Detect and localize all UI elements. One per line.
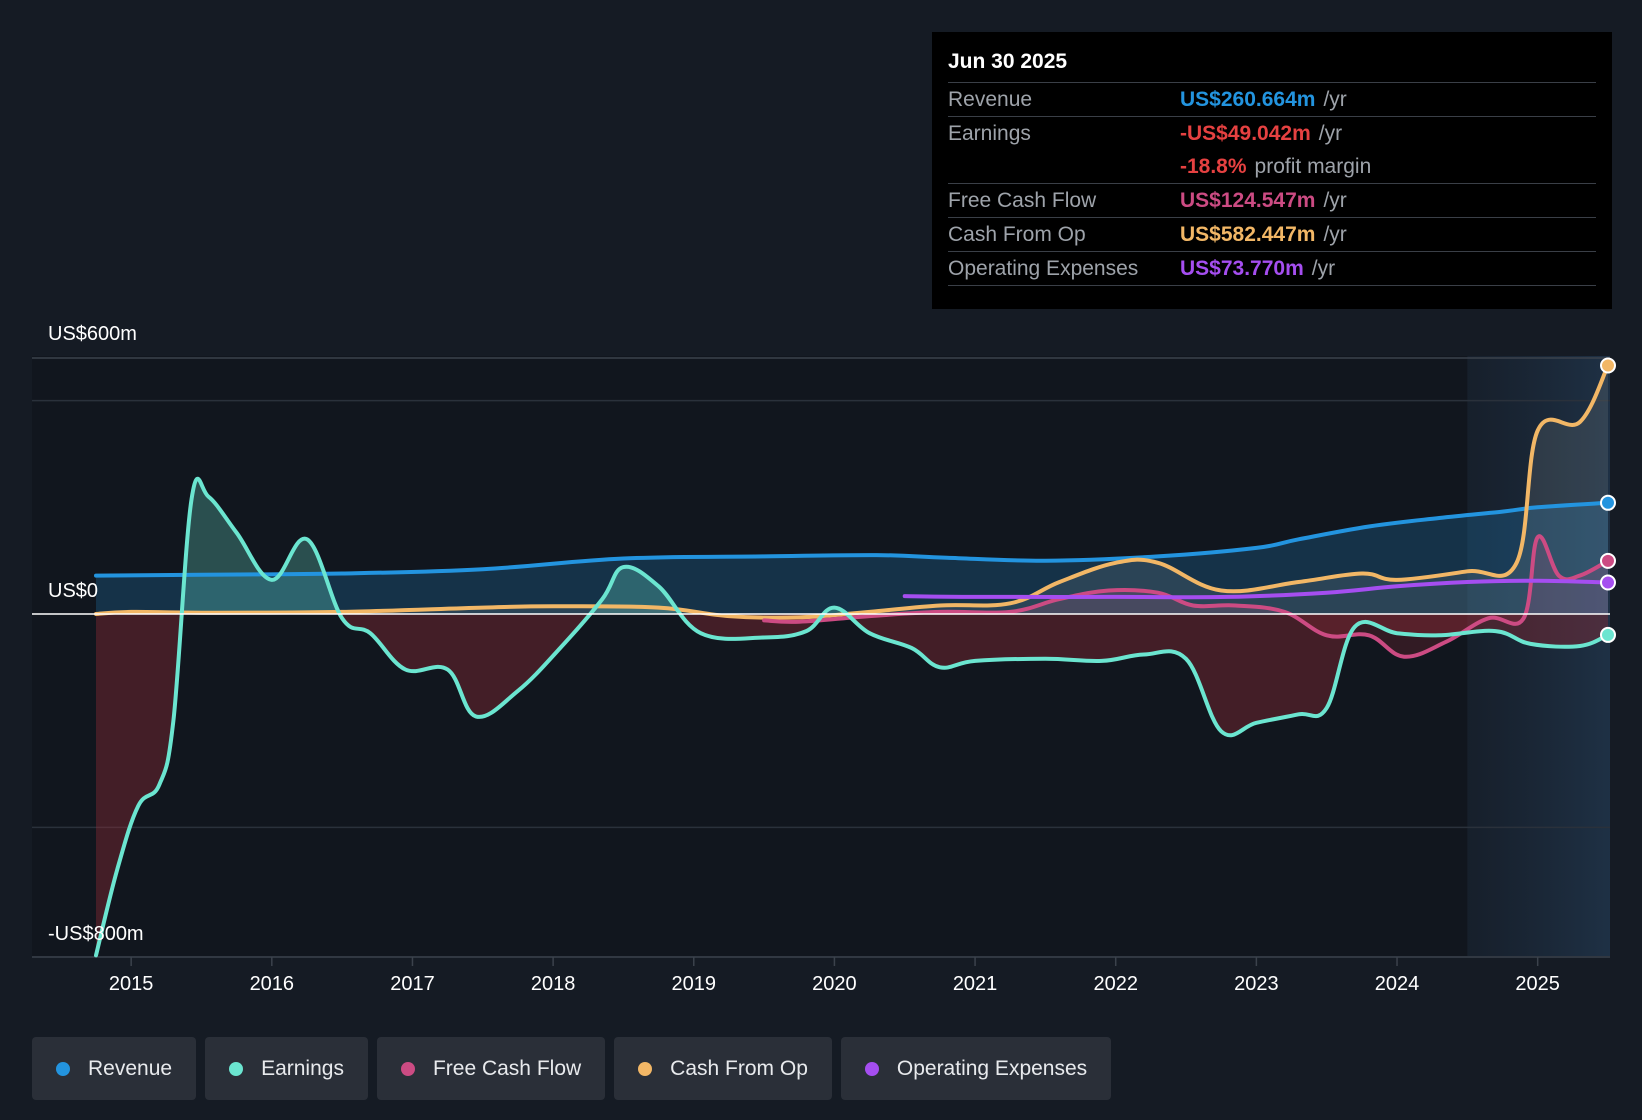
tooltip-row-operating-expenses: Operating Expenses US$73.770m /yr bbox=[948, 252, 1596, 286]
y-tick-label: -US$800m bbox=[48, 923, 144, 945]
tooltip-value: US$582.447m bbox=[1180, 223, 1316, 246]
x-tick-label: 2022 bbox=[1093, 973, 1138, 995]
legend-item-cash-from-op[interactable]: Cash From Op bbox=[614, 1037, 832, 1100]
x-tick-label: 2021 bbox=[953, 973, 998, 995]
tooltip-row-revenue: Revenue US$260.664m /yr bbox=[948, 83, 1596, 117]
tooltip-unit: /yr bbox=[1323, 88, 1347, 111]
legend-dot-icon bbox=[638, 1061, 653, 1076]
legend-dot-icon bbox=[56, 1061, 70, 1076]
tooltip-row-free-cash-flow: Free Cash Flow US$124.547m /yr bbox=[948, 184, 1596, 218]
x-tick-label: 2017 bbox=[390, 973, 435, 995]
tooltip-row-profit-margin: -18.8% profit margin bbox=[948, 150, 1596, 184]
area-earnings-negative bbox=[96, 614, 1608, 956]
tooltip-panel: Jun 30 2025 Revenue US$260.664m /yr Earn… bbox=[932, 32, 1612, 309]
x-tick-label: 2023 bbox=[1234, 973, 1279, 995]
x-tick-label: 2018 bbox=[531, 973, 576, 995]
end-marker-operating-expenses bbox=[1600, 574, 1616, 591]
line-revenue bbox=[94, 500, 1610, 578]
legend-item-free-cash-flow[interactable]: Free Cash Flow bbox=[376, 1037, 606, 1100]
legend-label: Earnings bbox=[261, 1056, 344, 1080]
line-operating-expenses bbox=[902, 578, 1610, 600]
tooltip-unit: profit margin bbox=[1254, 155, 1372, 178]
tooltip-label: Revenue bbox=[948, 88, 1033, 111]
x-tick-label: 2025 bbox=[1515, 973, 1560, 995]
tooltip-row-earnings: Earnings -US$49.042m /yr bbox=[948, 117, 1596, 150]
tooltip-value: US$73.770m bbox=[1180, 257, 1304, 280]
legend-dot-icon bbox=[864, 1061, 879, 1076]
tooltip-unit: /yr bbox=[1318, 122, 1343, 145]
end-marker-revenue bbox=[1600, 494, 1616, 511]
tooltip-label: Cash From Op bbox=[948, 223, 1086, 246]
tooltip-label: Operating Expenses bbox=[948, 257, 1139, 280]
area-earnings-positive bbox=[96, 478, 1608, 614]
x-tick-label: 2020 bbox=[812, 973, 857, 995]
legend-dot-icon bbox=[400, 1061, 415, 1076]
area-revenue-positive bbox=[96, 502, 1608, 614]
tooltip-value: -18.8% bbox=[1180, 155, 1247, 178]
area-free-cash-flow-negative bbox=[764, 614, 1608, 657]
tooltip-unit: /yr bbox=[1311, 257, 1336, 280]
tooltip-label bbox=[948, 150, 1180, 183]
legend-label: Operating Expenses bbox=[896, 1056, 1088, 1080]
x-tick-label: 2019 bbox=[672, 973, 717, 995]
legend-label: Free Cash Flow bbox=[432, 1056, 582, 1080]
tooltip-unit: /yr bbox=[1323, 223, 1347, 246]
x-tick-label: 2015 bbox=[109, 973, 154, 995]
line-earnings bbox=[94, 476, 1610, 958]
end-marker-earnings bbox=[1600, 626, 1616, 643]
legend: Revenue Earnings Free Cash Flow Cash Fro… bbox=[32, 1037, 1112, 1100]
end-marker-free-cash-flow bbox=[1600, 552, 1616, 569]
y-tick-label: US$0 bbox=[48, 580, 98, 602]
legend-dot-icon bbox=[229, 1061, 244, 1076]
line-free-cash-flow bbox=[762, 534, 1610, 659]
forecast-shade bbox=[1467, 356, 1610, 956]
tooltip-row-cash-from-op: Cash From Op US$582.447m /yr bbox=[948, 218, 1596, 252]
tooltip-unit: /yr bbox=[1323, 189, 1347, 212]
tooltip-label: Free Cash Flow bbox=[948, 189, 1097, 212]
line-cash-from-op bbox=[94, 363, 1610, 620]
plot-background bbox=[32, 356, 1610, 956]
legend-item-operating-expenses[interactable]: Operating Expenses bbox=[840, 1037, 1112, 1100]
x-tick-label: 2024 bbox=[1375, 973, 1420, 995]
y-tick-label: US$600m bbox=[48, 323, 137, 345]
legend-item-earnings[interactable]: Earnings bbox=[205, 1037, 368, 1100]
end-marker-cash-from-op bbox=[1600, 357, 1616, 374]
legend-label: Cash From Op bbox=[670, 1056, 808, 1080]
legend-label: Revenue bbox=[88, 1056, 173, 1080]
area-cash-from-op-positive bbox=[96, 365, 1608, 614]
tooltip-value: US$260.664m bbox=[1180, 88, 1316, 111]
x-tick-label: 2016 bbox=[250, 973, 295, 995]
tooltip-date: Jun 30 2025 bbox=[948, 46, 1596, 83]
tooltip-label: Earnings bbox=[948, 122, 1031, 145]
legend-item-revenue[interactable]: Revenue bbox=[32, 1037, 197, 1100]
tooltip-value: -US$49.042m bbox=[1180, 122, 1311, 145]
tooltip-value: US$124.547m bbox=[1180, 189, 1316, 212]
